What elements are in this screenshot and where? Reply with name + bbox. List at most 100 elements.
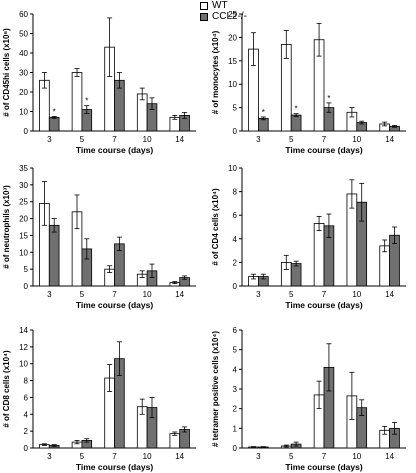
bar	[48, 116, 60, 132]
x-tick-label: 14	[385, 290, 394, 299]
y-tick-label: 8	[24, 377, 29, 386]
y-tick-label: 1	[233, 424, 238, 433]
y-tick-label: 10	[228, 164, 237, 173]
x-tick-label: 3	[47, 135, 52, 144]
x-tick-label: 3	[47, 452, 52, 461]
y-tick-label: 3	[233, 385, 238, 394]
x-tick-label: 14	[175, 290, 184, 299]
x-tick-label: 3	[256, 452, 261, 461]
x-tick-label: 5	[289, 452, 294, 461]
y-tick-label: 4	[233, 365, 238, 374]
y-axis-title: # of CD8 cells (x10⁴)	[2, 350, 11, 428]
bar	[48, 224, 60, 287]
x-tick-label: 7	[112, 135, 117, 144]
y-tick-label: 0	[233, 282, 238, 291]
x-tick-label: 5	[80, 452, 85, 461]
bar	[169, 433, 181, 449]
legend-label-wt: WT	[212, 0, 228, 11]
y-tick-label: 14	[19, 326, 28, 335]
chart-5: 0 2 4 6 8 10 12 14 3 5 7 10 14 Time course (days) # of…	[2, 326, 196, 472]
chart-1: 0 10 20 30 40 50 60 3 * 5 * 7 10 14 Time course (days)…	[2, 10, 196, 155]
significance-marker: *	[53, 107, 56, 116]
y-tick-label: 10	[19, 248, 28, 257]
x-tick-label: 3	[256, 290, 261, 299]
y-tick-label: 12	[19, 343, 28, 352]
y-axis-title: # of CD45hi cells (x10⁶)	[2, 28, 11, 117]
x-tick-label: 5	[289, 135, 294, 144]
x-axis-title: Time course (days)	[285, 300, 362, 310]
legend-item-ccl2: CCL2-/-	[200, 11, 247, 22]
x-tick-label: 5	[80, 135, 85, 144]
x-tick-label: 5	[289, 290, 294, 299]
y-tick-label: 0	[24, 127, 29, 136]
y-tick-label: 20	[228, 33, 237, 42]
y-tick-label: 0	[24, 282, 29, 291]
y-tick-label: 10	[228, 80, 237, 89]
bar	[313, 223, 325, 287]
x-tick-label: 14	[175, 135, 184, 144]
y-axis-title: # of neutrophils (x10³)	[2, 185, 11, 269]
x-tick-label: 3	[47, 290, 52, 299]
significance-marker: *	[327, 94, 330, 103]
y-tick-label: 5	[24, 265, 29, 274]
x-tick-label: 7	[112, 452, 117, 461]
y-tick-label: 2	[24, 427, 29, 436]
y-tick-label: 15	[228, 57, 237, 66]
bar	[290, 263, 302, 287]
chart-4: 0 2 4 6 8 10 3 5 7 10 14 Time course (days) # of CD4…	[211, 164, 406, 310]
x-tick-label: 7	[322, 452, 327, 461]
y-tick-label: 0	[233, 127, 238, 136]
x-tick-label: 7	[322, 135, 327, 144]
x-tick-label: 10	[143, 452, 152, 461]
y-tick-label: 35	[19, 164, 28, 173]
chart-2: 0 5 10 15 20 25 3 * 5 * 7 * 10 14 Time course (days) # …	[211, 10, 406, 155]
legend-item-wt: WT	[200, 0, 247, 11]
x-axis-title: Time course (days)	[76, 145, 153, 155]
x-tick-label: 10	[352, 290, 361, 299]
legend: WT CCL2-/-	[200, 0, 247, 22]
y-tick-label: 20	[19, 215, 28, 224]
y-tick-label: 5	[233, 104, 238, 113]
y-axis-title: # of monocytes (x10⁴)	[211, 30, 220, 114]
legend-label-ccl2: CCL2-/-	[212, 11, 248, 22]
y-tick-label: 50	[19, 30, 28, 39]
y-axis-title: # tetramer positive cells (x10⁴)	[211, 331, 220, 447]
y-tick-label: 15	[19, 231, 28, 240]
x-tick-label: 14	[175, 452, 184, 461]
y-tick-label: 20	[19, 88, 28, 97]
x-tick-label: 14	[385, 452, 394, 461]
y-tick-label: 5	[233, 346, 238, 355]
significance-marker: *	[295, 105, 298, 114]
y-tick-label: 40	[19, 49, 28, 58]
y-tick-label: 2	[233, 405, 238, 414]
legend-swatch-ccl2	[200, 12, 208, 21]
y-tick-label: 6	[24, 393, 29, 402]
y-axis-title: # of CD4 cells (x10⁴)	[211, 188, 220, 266]
x-axis-title: Time course (days)	[285, 145, 362, 155]
x-axis-title: Time course (days)	[76, 462, 153, 472]
x-tick-label: 14	[385, 135, 394, 144]
y-tick-label: 10	[19, 108, 28, 117]
x-axis-title: Time course (days)	[76, 300, 153, 310]
y-tick-label: 10	[19, 360, 28, 369]
x-tick-label: 7	[322, 290, 327, 299]
x-tick-label: 10	[143, 290, 152, 299]
x-tick-label: 3	[256, 135, 261, 144]
y-tick-label: 60	[19, 10, 28, 19]
y-tick-label: 2	[233, 258, 238, 267]
x-tick-label: 10	[352, 452, 361, 461]
y-tick-label: 4	[233, 235, 238, 244]
y-tick-label: 30	[19, 181, 28, 190]
chart-6: 0 1 2 3 4 5 6 3 5 7 10 14 Time course (days) # tetram…	[211, 326, 406, 472]
y-tick-label: 0	[233, 444, 238, 453]
significance-marker: *	[85, 97, 88, 106]
y-tick-label: 6	[233, 211, 238, 220]
y-tick-label: 25	[19, 198, 28, 207]
x-tick-label: 10	[352, 135, 361, 144]
significance-marker: *	[262, 108, 265, 117]
y-tick-label: 30	[19, 69, 28, 78]
legend-swatch-wt	[200, 1, 208, 10]
y-tick-label: 6	[233, 326, 238, 335]
